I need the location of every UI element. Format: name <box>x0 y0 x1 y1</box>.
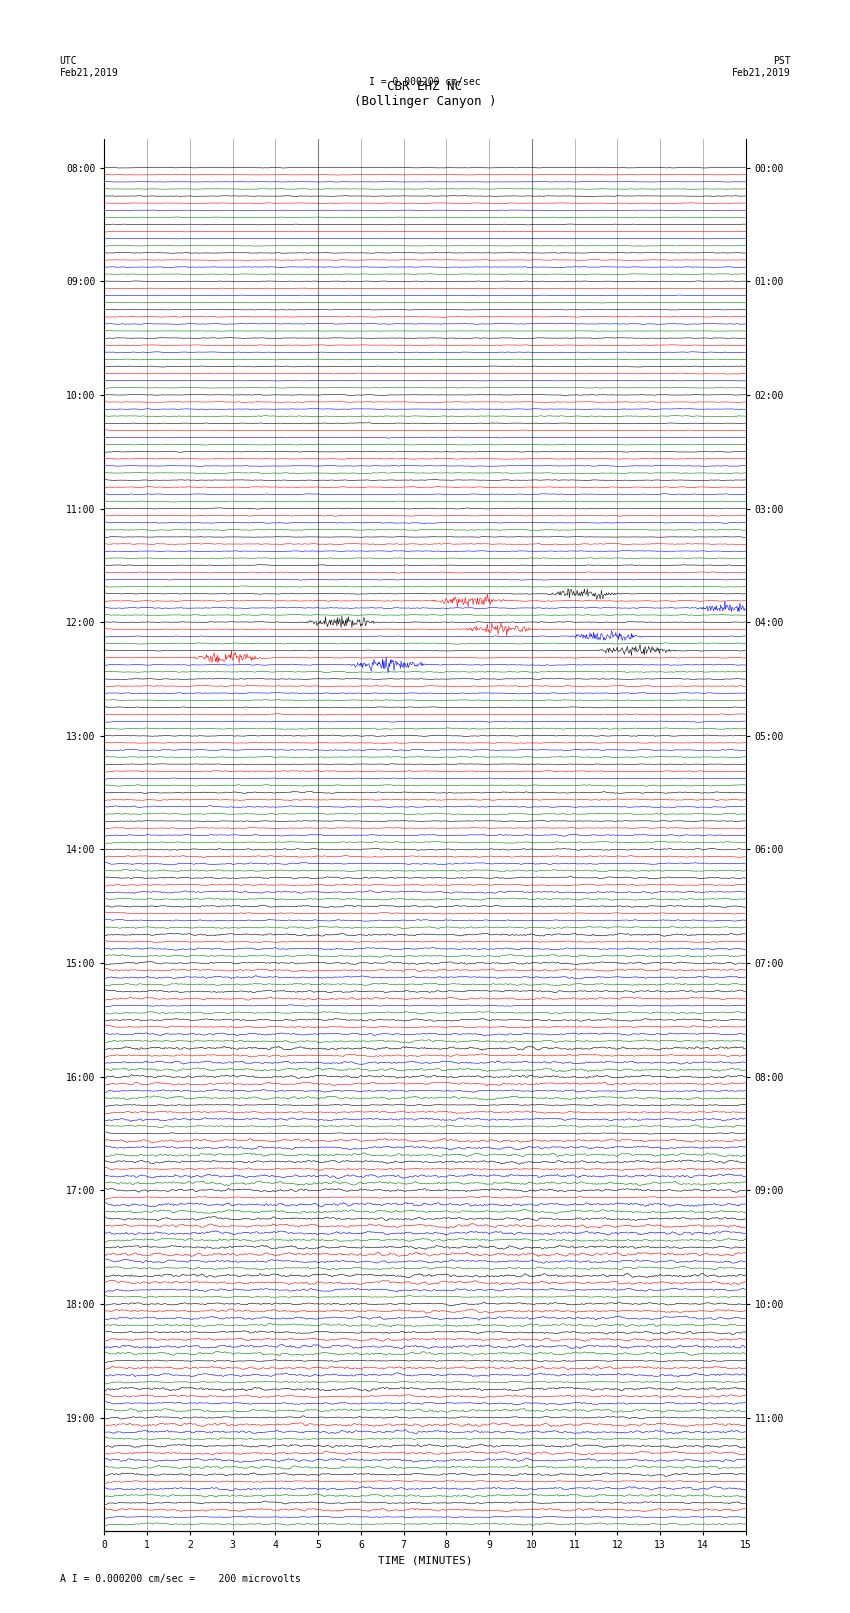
Text: I = 0.000200 cm/sec: I = 0.000200 cm/sec <box>369 77 481 87</box>
Title: CBR EHZ NC
(Bollinger Canyon ): CBR EHZ NC (Bollinger Canyon ) <box>354 79 496 108</box>
X-axis label: TIME (MINUTES): TIME (MINUTES) <box>377 1557 473 1566</box>
Text: UTC
Feb21,2019: UTC Feb21,2019 <box>60 56 118 77</box>
Text: A I = 0.000200 cm/sec =    200 microvolts: A I = 0.000200 cm/sec = 200 microvolts <box>60 1574 300 1584</box>
Text: PST
Feb21,2019: PST Feb21,2019 <box>732 56 791 77</box>
